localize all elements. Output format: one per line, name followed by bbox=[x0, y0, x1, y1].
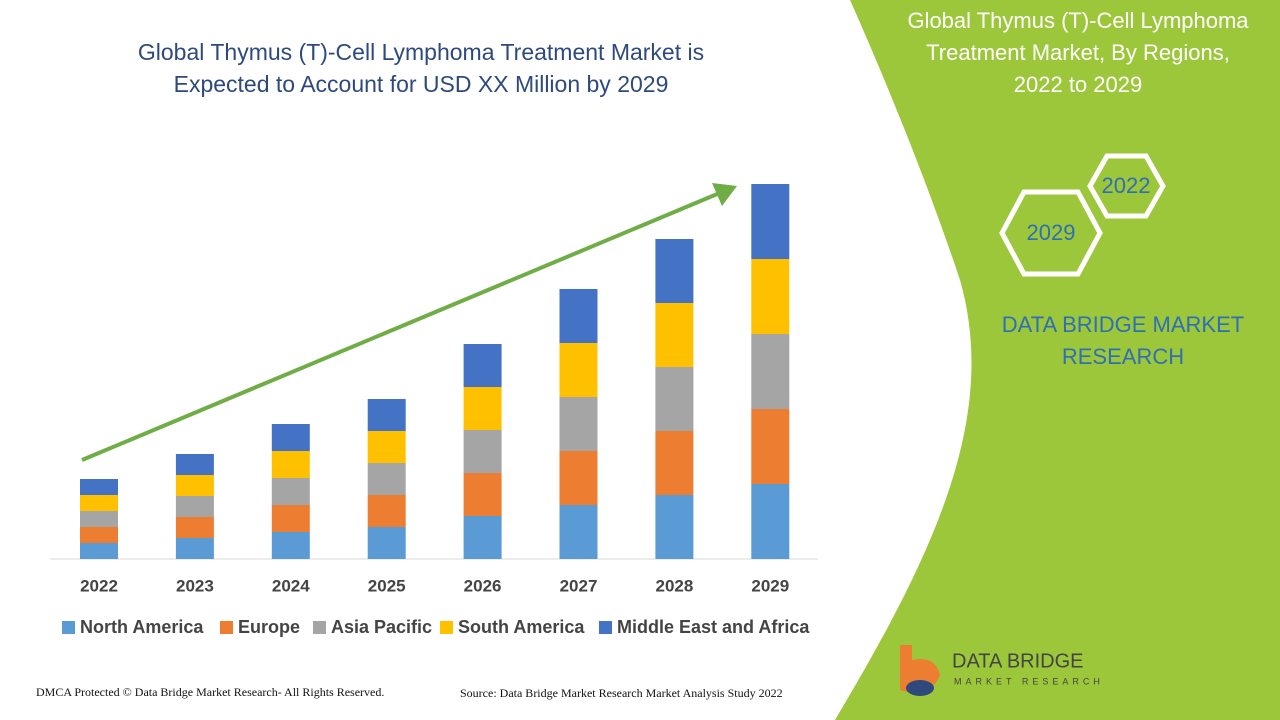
bar-segment bbox=[655, 495, 694, 559]
hex-label: 2029 bbox=[1027, 220, 1076, 245]
legend-label: North America bbox=[80, 617, 204, 637]
bar-segment bbox=[559, 343, 598, 397]
bar-segment bbox=[463, 473, 502, 516]
bar-segment bbox=[463, 344, 502, 387]
x-tick-label: 2028 bbox=[655, 576, 693, 595]
bar-segment bbox=[751, 484, 790, 559]
legend-label: Middle East and Africa bbox=[617, 617, 810, 637]
bar-segment bbox=[271, 478, 310, 505]
x-tick-label: 2029 bbox=[751, 576, 789, 595]
bar-segment bbox=[271, 505, 310, 532]
x-tick-label: 2024 bbox=[272, 576, 310, 595]
footer-right: Source: Data Bridge Market Research Mark… bbox=[460, 686, 783, 700]
bar-segment bbox=[559, 289, 598, 343]
bar-segment bbox=[751, 184, 790, 259]
x-tick-label: 2022 bbox=[80, 576, 118, 595]
legend-swatch bbox=[599, 621, 612, 634]
brand-text: DATA BRIDGE MARKET bbox=[1002, 312, 1244, 337]
bar-segment bbox=[367, 463, 406, 495]
bar-segment bbox=[751, 259, 790, 334]
bar-segment bbox=[80, 479, 118, 495]
x-tick-label: 2026 bbox=[464, 576, 502, 595]
bar-segment bbox=[463, 387, 502, 430]
hex-label: 2022 bbox=[1102, 173, 1151, 198]
panel-title: Global Thymus (T)-Cell Lymphoma bbox=[907, 8, 1249, 33]
bar-segment bbox=[175, 517, 214, 538]
legend-swatch bbox=[440, 621, 453, 634]
x-tick-label: 2027 bbox=[560, 576, 598, 595]
panel-title: 2022 to 2029 bbox=[1014, 72, 1142, 97]
legend-swatch bbox=[313, 621, 326, 634]
green-panel bbox=[835, 0, 1280, 720]
bar-segment bbox=[271, 424, 310, 451]
logo-name: DATA BRIDGE bbox=[952, 650, 1084, 672]
brand-text: RESEARCH bbox=[1062, 344, 1184, 369]
legend-swatch bbox=[62, 621, 75, 634]
bar-segment bbox=[175, 475, 214, 496]
x-tick-label: 2023 bbox=[176, 576, 214, 595]
bar-segment bbox=[655, 303, 694, 367]
chart-title: Global Thymus (T)-Cell Lymphoma Treatmen… bbox=[138, 39, 704, 65]
bar-segment bbox=[751, 409, 790, 484]
legend-label: South America bbox=[458, 617, 585, 637]
legend-swatch bbox=[220, 621, 233, 634]
footer-left: DMCA Protected © Data Bridge Market Rese… bbox=[36, 685, 384, 699]
x-tick-label: 2025 bbox=[368, 576, 406, 595]
bar-segment bbox=[655, 431, 694, 495]
hexagon bbox=[999, 189, 1103, 277]
bar-segment bbox=[559, 505, 598, 559]
trend-arrow bbox=[81, 190, 723, 462]
bars bbox=[80, 184, 790, 559]
chart-title: Expected to Account for USD XX Million b… bbox=[174, 71, 669, 97]
bar-segment bbox=[655, 239, 694, 303]
bar-segment bbox=[175, 454, 214, 475]
hexagon bbox=[1087, 153, 1166, 219]
bar-segment bbox=[751, 334, 790, 409]
bar-segment bbox=[367, 431, 406, 463]
bar-segment bbox=[80, 527, 118, 543]
bar-segment bbox=[559, 451, 598, 505]
bar-segment bbox=[463, 516, 502, 559]
bar-segment bbox=[80, 543, 118, 559]
bar-segment bbox=[367, 399, 406, 431]
bar-segment bbox=[271, 451, 310, 478]
panel-title: Treatment Market, By Regions, bbox=[926, 40, 1230, 65]
bar-segment bbox=[175, 538, 214, 559]
legend-label: Asia Pacific bbox=[331, 617, 432, 637]
bar-segment bbox=[367, 495, 406, 527]
bar-segment bbox=[655, 367, 694, 431]
arrow-head bbox=[712, 183, 737, 206]
logo-sub: MARKET RESEARCH bbox=[954, 676, 1104, 686]
logo: DATA BRIDGE MARKET RESEARCH bbox=[900, 645, 1104, 696]
bar-segment bbox=[271, 532, 310, 559]
bar-segment bbox=[80, 495, 118, 511]
legend-label: Europe bbox=[238, 617, 300, 637]
bar-segment bbox=[367, 527, 406, 559]
bar-segment bbox=[559, 397, 598, 451]
bar-segment bbox=[463, 430, 502, 473]
bar-segment bbox=[80, 511, 118, 527]
bar-segment bbox=[175, 496, 214, 517]
